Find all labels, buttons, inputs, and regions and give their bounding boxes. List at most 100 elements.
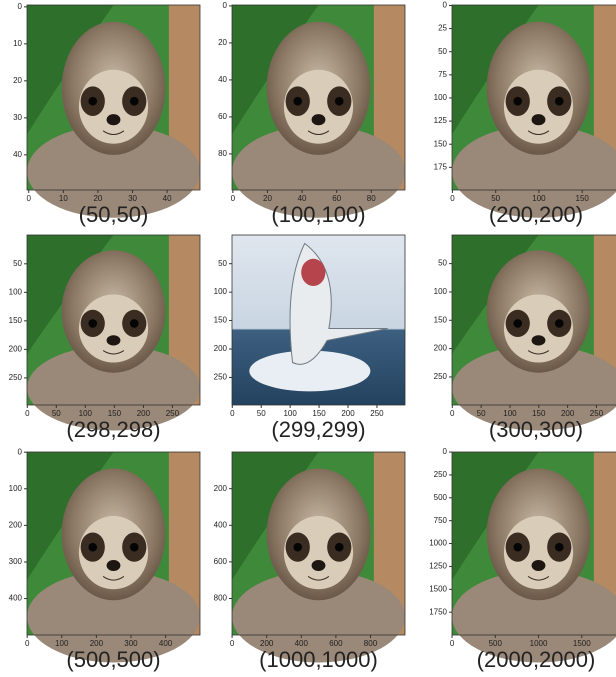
x-tick-label: 100 (503, 409, 517, 418)
x-tick-label: 250 (590, 409, 604, 418)
y-tick-label: 250 (434, 372, 448, 381)
y-tick-label: 20 (13, 76, 22, 85)
x-tick-label: 20 (93, 194, 102, 203)
y-tick-label: 400 (9, 594, 23, 603)
mouth (307, 576, 330, 581)
x-tick-label: 250 (166, 409, 180, 418)
caption: (1000,1000) (259, 647, 378, 672)
leaf (27, 235, 114, 354)
axes-frame (231, 451, 406, 636)
y-tick-label: 200 (214, 484, 228, 493)
x-tick-label: 50 (52, 409, 61, 418)
y-tick-label: 20 (218, 38, 227, 47)
eye (88, 319, 98, 328)
nose (106, 335, 121, 346)
body (452, 570, 616, 663)
y-tick-label: 0 (18, 2, 23, 11)
leaf (27, 5, 114, 135)
x-tick-label: 150 (312, 409, 326, 418)
y-tick-label: 75 (438, 70, 447, 79)
y-tick-label: 750 (434, 516, 448, 525)
shark-mouth (301, 258, 326, 286)
y-tick-label: 50 (438, 47, 447, 56)
y-tick-label: 60 (218, 112, 227, 121)
x-tick-label: 50 (491, 194, 500, 203)
x-tick-label: 0 (450, 639, 455, 648)
x-tick-label: 400 (295, 639, 309, 648)
x-tick-label: 10 (59, 194, 68, 203)
y-tick-label: 0 (443, 447, 448, 456)
axes-frame (26, 451, 201, 636)
eye (129, 542, 139, 552)
x-tick-label: 20 (263, 194, 272, 203)
mouth (102, 350, 125, 355)
axes-frame (231, 234, 406, 406)
axes-frame (26, 234, 201, 406)
caption: (500,500) (66, 647, 160, 672)
mouth (527, 130, 550, 135)
x-tick-label: 200 (341, 409, 355, 418)
caption: (100,100) (271, 202, 365, 227)
nose (531, 559, 546, 571)
y-tick-label: 100 (9, 484, 23, 493)
x-tick-label: 150 (576, 194, 590, 203)
eye (513, 96, 523, 106)
body (452, 125, 616, 218)
panel: 0 50 100 150 200 250 50 100 150 200 250 (300,300) (434, 234, 616, 442)
x-tick-label: 30 (128, 194, 137, 203)
panel: 0 50 100 150 200 250 50 100 150 200 250 (298,298) (9, 234, 201, 442)
x-tick-label: 40 (163, 194, 172, 203)
leaf (27, 452, 114, 581)
x-tick-label: 200 (260, 639, 274, 648)
x-tick-label: 150 (108, 409, 122, 418)
y-tick-label: 1250 (429, 562, 447, 571)
body (27, 570, 200, 663)
y-tick-label: 150 (434, 139, 448, 148)
x-tick-label: 150 (532, 409, 546, 418)
y-tick-label: 175 (434, 162, 448, 171)
x-tick-label: 0 (231, 194, 236, 203)
eye (293, 542, 303, 552)
body (452, 345, 616, 431)
y-tick-label: 30 (13, 113, 22, 122)
y-tick-label: 0 (443, 1, 448, 10)
x-tick-label: 80 (367, 194, 376, 203)
y-tick-label: 10 (13, 39, 22, 48)
y-tick-label: 50 (13, 259, 22, 268)
leaf (452, 452, 539, 581)
panel: 0 50 100 150 0 25 50 75 100 125 150 175 (200,200) (434, 1, 616, 227)
y-tick-label: 200 (9, 520, 23, 529)
y-tick-label: 250 (434, 470, 448, 479)
x-tick-label: 100 (79, 409, 93, 418)
y-tick-label: 800 (214, 594, 228, 603)
x-tick-label: 500 (489, 639, 503, 648)
y-tick-label: 500 (434, 493, 448, 502)
nose (311, 114, 326, 126)
y-tick-label: 200 (9, 344, 23, 353)
panel: 0 500 1000 1500 0 250 500 750 1000 1250 1500 1750 (2… (429, 447, 616, 672)
x-tick-label: 50 (477, 409, 486, 418)
leaf (232, 5, 319, 135)
body (232, 125, 405, 218)
caption: (299,299) (271, 417, 365, 442)
y-tick-label: 1750 (429, 607, 447, 616)
eye (334, 542, 344, 552)
x-tick-label: 100 (283, 409, 297, 418)
y-tick-label: 150 (434, 315, 448, 324)
mouth (527, 350, 550, 355)
x-tick-label: 250 (370, 409, 384, 418)
y-tick-label: 0 (223, 1, 228, 10)
caption: (300,300) (489, 417, 583, 442)
eye (513, 319, 523, 328)
nose (311, 559, 326, 571)
leaf (452, 235, 539, 354)
y-tick-label: 25 (438, 24, 447, 33)
mouth (527, 576, 550, 581)
y-tick-label: 250 (9, 373, 23, 382)
y-tick-label: 0 (18, 447, 23, 456)
y-tick-label: 150 (214, 316, 228, 325)
mouth (102, 130, 125, 135)
